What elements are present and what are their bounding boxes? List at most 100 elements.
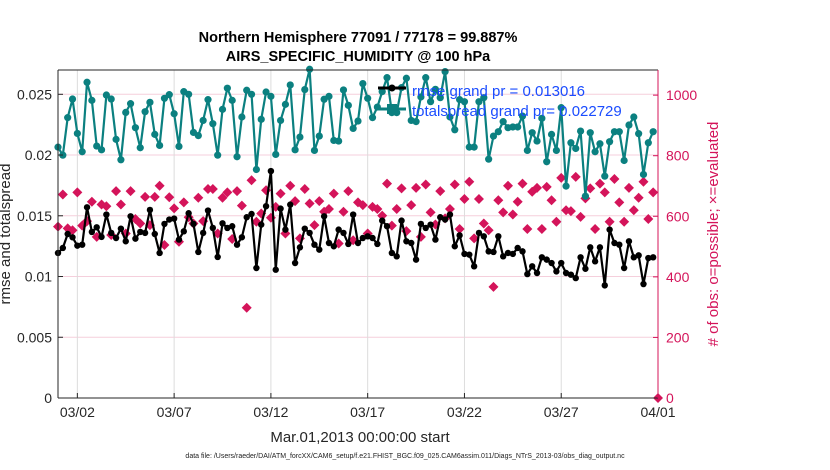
rmse-point — [649, 254, 657, 261]
rmse-point — [451, 243, 458, 250]
totalspread-point — [426, 98, 435, 106]
obs-count-marker — [648, 187, 659, 198]
totalspread-point — [581, 192, 590, 200]
totalspread-point — [272, 150, 280, 159]
obs-count-marker — [536, 224, 547, 235]
obs-count-marker — [546, 195, 557, 206]
rmse-point — [393, 253, 400, 260]
obs-count-marker — [420, 179, 431, 190]
rmse-point — [461, 250, 468, 258]
totalspread-point — [296, 133, 304, 141]
totalspread-point — [596, 140, 604, 148]
obs-count-marker — [411, 182, 422, 193]
totalspread-point — [557, 104, 565, 112]
rmse-point — [224, 224, 231, 232]
rmse-point — [398, 217, 405, 224]
rmse-point — [233, 241, 241, 248]
x-tick-label: 04/01 — [640, 404, 675, 420]
totalspread-point — [78, 148, 86, 156]
rmse-point — [543, 256, 550, 263]
obs-count-marker — [207, 184, 218, 195]
y-right-tick-label: 600 — [666, 208, 690, 224]
rmse-point — [98, 233, 105, 241]
obs-count-marker — [135, 218, 146, 229]
totalspread-point — [131, 124, 140, 132]
obs-count-marker — [406, 200, 417, 211]
totalspread-point — [354, 117, 362, 125]
rmse-point — [601, 282, 608, 289]
rmse-point — [495, 233, 502, 240]
obs-count-marker — [483, 225, 494, 236]
x-tick-label: 03/12 — [253, 404, 288, 420]
rmse-point — [306, 229, 313, 237]
totalspread-point — [349, 124, 357, 133]
obs-count-marker — [532, 182, 543, 193]
obs-count-marker — [57, 189, 68, 200]
totalspread-point — [514, 123, 522, 131]
rmse-point — [262, 202, 270, 210]
obs-count-marker — [575, 211, 586, 222]
rmse-point — [466, 251, 473, 258]
obs-count-marker — [570, 171, 581, 182]
rmse-point — [548, 259, 555, 267]
obs-count-marker — [115, 199, 126, 210]
totalspread-point — [93, 142, 101, 150]
obs-count-marker — [232, 186, 243, 197]
totalspread-point — [286, 81, 294, 89]
legend-rmse-label: rmse grand pr = 0.013016 — [412, 83, 585, 100]
rmse-point — [499, 253, 507, 260]
totalspread-point — [262, 88, 270, 96]
obs-count-marker — [382, 178, 393, 189]
obs-count-marker — [614, 197, 625, 208]
rmse-point — [388, 249, 396, 257]
obs-count-marker — [507, 209, 518, 220]
totalspread-point — [122, 108, 130, 116]
obs-count-marker — [391, 204, 402, 215]
obs-count-marker — [454, 224, 465, 235]
rmse-point — [408, 239, 415, 247]
rmse-point — [287, 201, 294, 208]
rmse-point — [325, 239, 333, 247]
totalspread-point — [635, 130, 643, 138]
totalspread-point — [107, 95, 115, 103]
obs-count-marker — [517, 178, 528, 189]
rmse-point — [141, 229, 149, 237]
rmse-point — [562, 269, 570, 277]
rmse-point — [190, 220, 197, 228]
totalspread-point — [630, 113, 638, 121]
obs-count-marker — [459, 194, 470, 205]
obs-count-marker — [541, 181, 552, 192]
totalspread-point — [615, 128, 623, 136]
rmse-point — [519, 248, 526, 255]
rmse-point — [364, 233, 371, 240]
totalspread-point — [306, 65, 314, 73]
rmse-point — [403, 238, 410, 245]
obs-count-marker — [372, 204, 383, 215]
totalspread-point — [83, 78, 91, 86]
rmse-point — [195, 248, 202, 256]
rmse-point — [199, 229, 207, 237]
rmse-point — [591, 258, 599, 265]
rmse-point — [161, 220, 168, 228]
rmse-point — [640, 280, 647, 288]
totalspread-point — [228, 96, 236, 104]
y-right-tick-label: 800 — [666, 148, 690, 164]
totalspread-point — [301, 85, 309, 94]
rmse-point — [475, 229, 483, 237]
obs-count-marker — [469, 233, 480, 244]
rmse-point — [509, 250, 517, 258]
rmse-point — [441, 216, 449, 223]
obs-count-marker — [565, 206, 576, 217]
x-tick-label: 03/22 — [447, 404, 482, 420]
totalspread-point — [547, 130, 556, 138]
rmse-point — [616, 241, 623, 248]
rmse-point — [427, 221, 434, 228]
obs-count-marker — [275, 188, 286, 199]
totalspread-point — [591, 148, 599, 156]
legend-rmse-marker — [388, 84, 396, 92]
legend: rmse grand pr = 0.013016 totalspread gra… — [378, 83, 622, 120]
totalspread-point — [606, 138, 614, 146]
rmse-point — [645, 254, 652, 262]
totalspread-point — [97, 146, 106, 154]
